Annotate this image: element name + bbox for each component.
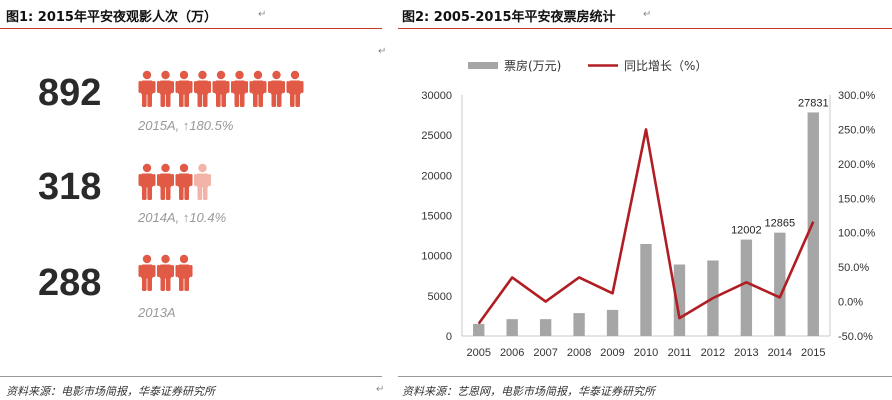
left-panel-title: 图1: 2015年平安夜观影人次（万） — [6, 10, 217, 25]
y-left-tick-label: 30000 — [421, 90, 452, 102]
people-icons-2013 — [138, 254, 193, 291]
x-tick-label: 2012 — [701, 347, 725, 359]
x-tick-label: 2015 — [801, 347, 825, 359]
person-icon — [157, 163, 174, 200]
person-icon — [194, 70, 211, 107]
bar-2009 — [606, 309, 619, 336]
visitors-2013-value: 288 — [38, 262, 102, 304]
legend-bar-label: 票房(万元) — [504, 58, 561, 73]
x-tick-label: 2010 — [634, 347, 658, 359]
right-title-rule — [398, 28, 892, 29]
bar-2014 — [774, 232, 786, 336]
y-right-tick-label: 100.0% — [838, 228, 876, 240]
people-icons-2014 — [138, 163, 211, 200]
y-left-tick-label: 5000 — [428, 291, 452, 303]
person-icon — [157, 254, 174, 291]
y-right-tick-label: 200.0% — [838, 159, 876, 171]
legend-bar-swatch — [468, 62, 498, 69]
visitors-2014-value: 318 — [38, 166, 102, 208]
bar-2005 — [473, 323, 485, 336]
visitors-2015-label: 2015A, ↑180.5% — [138, 118, 234, 133]
left-title-rule — [0, 28, 382, 29]
bar-2008 — [573, 313, 585, 336]
person-icon — [138, 163, 156, 200]
box-office-chart: 0 5000 10000 15000 20000 25000 30000 -50.0% 0.0%… — [421, 58, 876, 359]
person-icon — [175, 163, 193, 200]
y-left-tick-label: 0 — [446, 331, 452, 343]
person-icon — [231, 70, 248, 107]
left-source-rule — [0, 376, 382, 377]
x-tick-label: 2008 — [567, 347, 591, 359]
person-icon — [286, 70, 304, 107]
person-icon — [194, 163, 211, 200]
person-icon — [175, 70, 193, 107]
bar-2011 — [673, 264, 686, 336]
person-icon — [138, 254, 156, 291]
x-tick-label: 2007 — [533, 347, 557, 359]
right-panel-title: 图2: 2005-2015年平安夜票房统计 — [402, 10, 616, 25]
bar-2007 — [539, 319, 552, 336]
paragraph-mark-icon: ↵ — [258, 9, 267, 20]
y-right-tick-label: 150.0% — [838, 193, 876, 205]
person-icon — [249, 70, 267, 107]
visitors-2013-label: 2013A — [138, 305, 176, 320]
paragraph-mark-icon: ↵ — [378, 46, 387, 57]
person-icon — [212, 70, 230, 107]
y-right-tick-label: 300.0% — [838, 90, 876, 102]
paragraph-mark-icon: ↵ — [643, 9, 652, 20]
y-left-tick-label: 15000 — [421, 211, 452, 223]
bar-2013 — [740, 239, 753, 336]
y-left-tick-label: 10000 — [421, 251, 452, 263]
right-source-rule — [398, 376, 892, 377]
person-icon — [175, 254, 193, 291]
y-left-tick-label: 25000 — [421, 130, 452, 142]
visitors-2015-value: 892 — [38, 72, 102, 114]
person-icon — [268, 70, 285, 107]
x-tick-label: 2009 — [600, 347, 624, 359]
x-tick-label: 2006 — [500, 347, 524, 359]
data-label: 12865 — [765, 218, 796, 230]
right-source: 资料来源：艺恩网，电影市场简报，华泰证券研究所 — [402, 385, 655, 398]
left-source: 资料来源：电影市场简报，华泰证券研究所 — [6, 385, 215, 398]
data-label: 27831 — [798, 97, 829, 109]
y-right-tick-label: 250.0% — [838, 124, 876, 136]
y-right-tick-label: 0.0% — [838, 297, 863, 309]
bar-2010 — [640, 244, 652, 336]
bar-2006 — [506, 319, 518, 336]
y-left-tick-label: 20000 — [421, 170, 452, 182]
x-tick-label: 2014 — [768, 347, 792, 359]
y-right-tick-label: -50.0% — [838, 331, 873, 343]
paragraph-mark-icon: ↵ — [376, 384, 385, 395]
y-right-tick-label: 50.0% — [838, 262, 869, 274]
person-icon — [157, 70, 174, 107]
x-tick-label: 2011 — [668, 347, 692, 359]
x-tick-label: 2013 — [734, 347, 758, 359]
visitors-2014-label: 2014A, ↑10.4% — [138, 210, 227, 225]
person-icon — [138, 70, 156, 107]
data-label: 12002 — [731, 225, 762, 237]
people-icons-2015 — [138, 70, 304, 107]
x-tick-label: 2005 — [466, 347, 490, 359]
legend-line-label: 同比增长（%） — [624, 59, 707, 73]
